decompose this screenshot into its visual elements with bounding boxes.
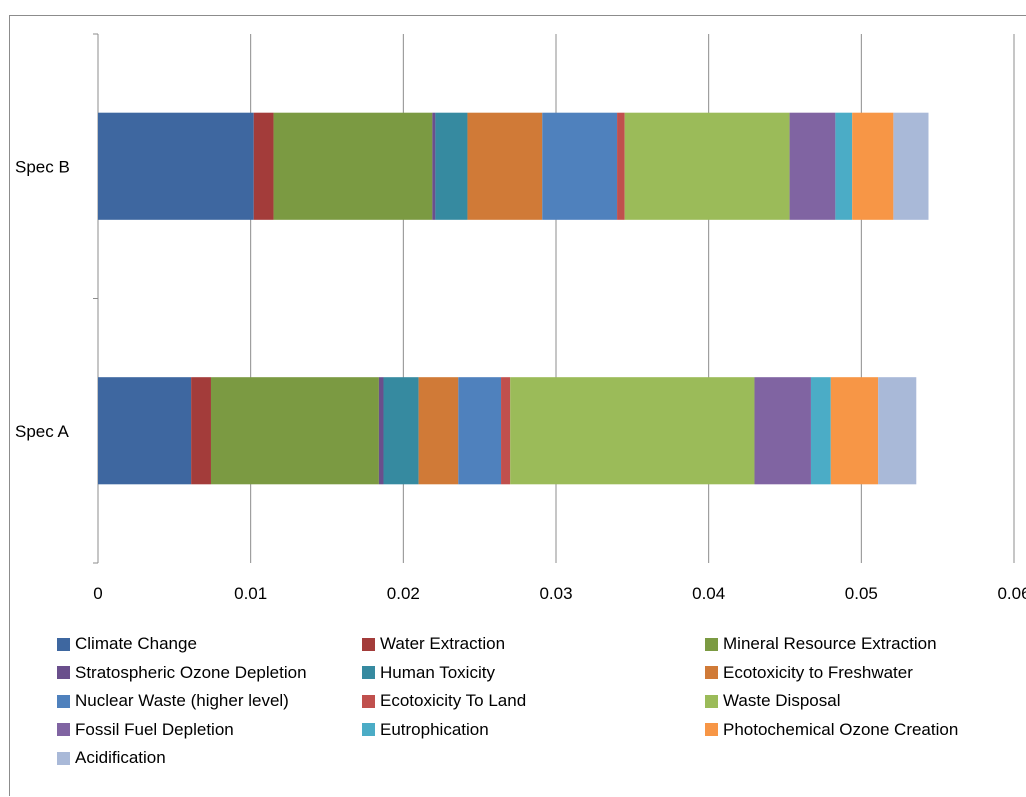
bar-segment: [835, 112, 853, 220]
legend-label: Photochemical Ozone Creation: [723, 719, 959, 739]
legend-item: Mineral Resource Extraction: [705, 634, 937, 654]
chart-frame: 0 0.01 0.02 0.03 0.04 0.05 0.06 Spec B Spec A Cl…: [9, 15, 1026, 796]
y-tick-label: Spec B: [15, 157, 70, 176]
bar-segment: [378, 377, 384, 485]
x-tick-label: 0.05: [845, 584, 878, 603]
bar-segment: [432, 112, 436, 220]
bar-segment: [467, 112, 543, 220]
legend-label: Water Extraction: [380, 634, 506, 653]
x-tick-label: 0.04: [692, 584, 725, 603]
y-tick-label: Spec A: [15, 422, 70, 441]
bar-segment: [624, 112, 790, 220]
bar-segment: [542, 112, 618, 220]
legend-item: Water Extraction: [362, 634, 505, 654]
legend-swatch: [705, 723, 718, 736]
legend-item: Climate Change: [57, 634, 197, 654]
legend-label: Stratospheric Ozone Depletion: [75, 662, 307, 682]
legend-label: Acidification: [75, 748, 166, 767]
legend-label: Nuclear Waste (higher level): [75, 691, 289, 710]
bar-segment: [501, 377, 511, 485]
legend-item: Human Toxicity: [362, 663, 495, 683]
bar-segment: [383, 377, 419, 485]
legend-swatch: [57, 694, 70, 708]
legend-label: Ecotoxicity to Freshwater: [723, 662, 913, 682]
bar-segment: [754, 377, 811, 485]
bar-segment: [418, 377, 459, 485]
bar-segment: [789, 112, 836, 220]
legend-label: Waste Disposal: [723, 691, 841, 710]
legend-swatch: [362, 694, 375, 708]
legend-swatch: [362, 666, 375, 679]
legend-swatch: [705, 666, 718, 679]
bar-segment: [435, 112, 468, 220]
bar-segment: [98, 377, 192, 485]
bar-segment: [98, 112, 254, 220]
legend-swatch: [705, 694, 718, 708]
bar-segment: [878, 377, 917, 485]
bar-chart: 0 0.01 0.02 0.03 0.04 0.05 0.06 Spec B Spec A: [15, 33, 1026, 603]
legend-swatch: [705, 637, 718, 651]
x-tick-label: 0.06: [997, 584, 1026, 603]
x-tick-label: 0: [93, 584, 102, 603]
legend-swatch: [57, 637, 70, 651]
bar-segment: [458, 377, 502, 485]
legend-item: Eutrophication: [362, 720, 489, 740]
legend-swatch: [362, 637, 375, 651]
bar-segment: [191, 377, 211, 485]
legend-item: Ecotoxicity To Land: [362, 691, 526, 711]
legend-item: Nuclear Waste (higher level): [57, 691, 289, 711]
bar-segment: [210, 377, 379, 485]
legend-item: Ecotoxicity to Freshwater: [705, 663, 913, 683]
bar-segment: [510, 377, 755, 485]
legend-swatch: [57, 666, 70, 679]
legend-label: Eutrophication: [380, 719, 489, 739]
bar-segment: [852, 112, 894, 220]
legend-swatch: [362, 723, 375, 736]
legend-item: Photochemical Ozone Creation: [705, 720, 958, 740]
bar-segment: [253, 112, 274, 220]
legend-swatch: [57, 723, 70, 736]
x-tick-label: 0.02: [387, 584, 420, 603]
legend-label: Human Toxicity: [380, 662, 495, 682]
legend-swatch: [57, 751, 70, 765]
bar-segment: [273, 112, 433, 220]
legend-label: Climate Change: [75, 634, 197, 653]
legend-label: Ecotoxicity To Land: [380, 691, 527, 710]
legend-label: Mineral Resource Extraction: [723, 634, 937, 653]
bar-segment: [617, 112, 625, 220]
legend-item: Acidification: [57, 748, 166, 768]
bar-segment: [893, 112, 929, 220]
bar-segment: [810, 377, 831, 485]
legend-label: Fossil Fuel Depletion: [75, 719, 234, 739]
x-tick-label: 0.01: [234, 584, 267, 603]
bar-segment: [830, 377, 879, 485]
x-tick-label: 0.03: [539, 584, 572, 603]
legend-item: Waste Disposal: [705, 691, 840, 711]
legend-item: Fossil Fuel Depletion: [57, 720, 234, 740]
legend-item: Stratospheric Ozone Depletion: [57, 663, 307, 683]
